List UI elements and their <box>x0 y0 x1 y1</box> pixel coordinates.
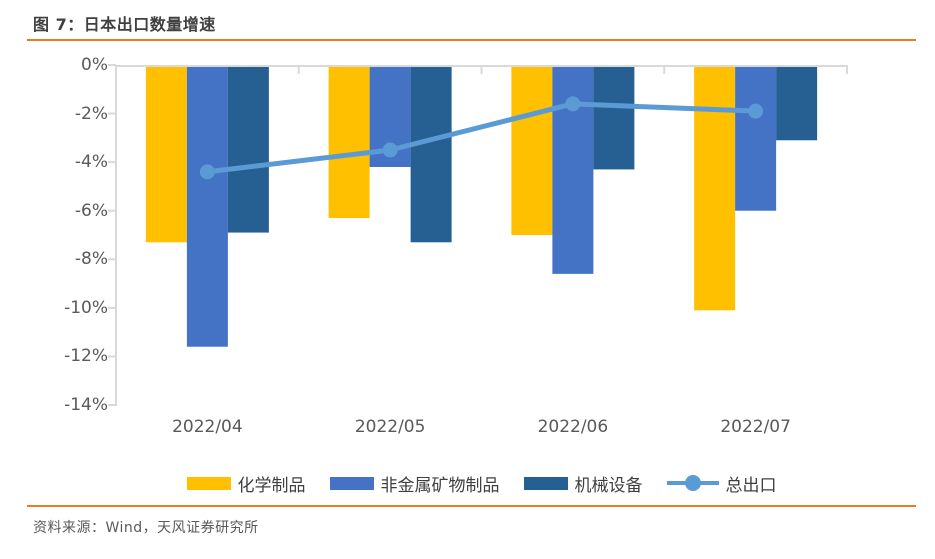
legend-label: 非金属矿物制品 <box>380 475 500 496</box>
bar-chemical-products-2022-05 <box>328 67 370 218</box>
legend-item-total-exports: 总出口 <box>666 471 777 496</box>
bar-machinery-equipment-2022-04 <box>227 67 269 233</box>
bar-machinery-equipment-2022-05 <box>410 67 452 243</box>
x-axis-label: 2022/04 <box>172 417 243 437</box>
bar-machinery-equipment-2022-07 <box>776 67 818 141</box>
legend-swatch-chemical-products <box>186 476 231 490</box>
bar-chemical-products-2022-04 <box>145 67 187 243</box>
total-exports-marker-2022-07 <box>748 103 764 119</box>
legend-label: 机械设备 <box>574 475 643 496</box>
y-axis-label: -14% <box>64 395 108 415</box>
y-axis-label: 0% <box>81 55 108 75</box>
x-axis-label: 2022/06 <box>537 417 609 437</box>
legend-item-chemical-products: 化学制品 <box>186 471 306 496</box>
total-exports-line <box>204 101 759 175</box>
total-exports-marker-2022-06 <box>565 96 581 112</box>
bar-non-metallic-mineral-products-2022-04 <box>186 67 228 347</box>
chart-legend: 化学制品 非金属矿物制品 机械设备 总出口 <box>116 470 847 496</box>
total-exports-marker-2022-05 <box>382 142 398 158</box>
legend-line-dot <box>684 475 701 491</box>
y-axis-label: -4% <box>74 152 108 173</box>
footer-divider <box>27 505 916 507</box>
title-divider <box>27 39 916 41</box>
figure-title: 图 7：日本出口数量增速 <box>33 15 216 34</box>
legend-item-machinery-equipment: 机械设备 <box>523 471 643 496</box>
y-axis-label: -8% <box>74 249 108 270</box>
bar-chemical-products-2022-06 <box>511 67 553 235</box>
x-axis-label: 2022/05 <box>354 417 426 437</box>
legend-line-marker-swatch-total-exports <box>666 475 719 491</box>
x-axis-label: 2022/07 <box>720 417 791 437</box>
legend-swatch-machinery-equipment <box>523 476 568 490</box>
y-axis-label: -12% <box>64 346 108 367</box>
legend-label: 总出口 <box>725 475 777 496</box>
bar-non-metallic-mineral-products-2022-07 <box>735 67 777 211</box>
total-exports-marker-2022-04 <box>199 164 215 180</box>
y-axis-label: -10% <box>64 297 108 318</box>
legend-label: 化学制品 <box>237 475 306 496</box>
legend-item-non-metallic-mineral-products: 非金属矿物制品 <box>329 471 500 496</box>
y-axis-label: -2% <box>74 103 108 124</box>
bar-machinery-equipment-2022-06 <box>593 67 635 170</box>
legend-swatch-non-metallic-mineral-products <box>329 476 374 490</box>
y-axis-label: -6% <box>74 200 108 221</box>
source-note: 资料来源：Wind，天风证券研究所 <box>33 520 259 536</box>
